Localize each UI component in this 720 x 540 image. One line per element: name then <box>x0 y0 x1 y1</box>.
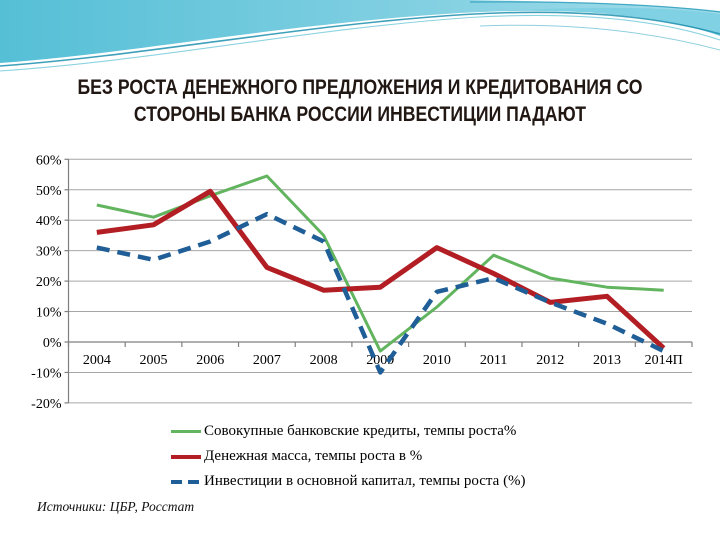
wave-accent-line-4 <box>479 24 720 51</box>
y-tick-label: 20% <box>36 275 62 290</box>
wave-white-sliver <box>470 0 720 11</box>
wave-accent-line-2 <box>0 14 720 72</box>
x-tick-label: 2011 <box>480 353 507 368</box>
slide-title-line2: СТОРОНЫ БАНКА РОССИИ ИНВЕСТИЦИИ ПАДАЮТ <box>133 103 587 126</box>
x-tick-label: 2010 <box>423 353 451 368</box>
x-tick-label: 2006 <box>196 353 224 368</box>
x-tick-label: 2008 <box>310 353 338 368</box>
legend-item-money-supply: Денежная масса, темпы роста в % <box>171 444 526 469</box>
wave-band-right <box>460 7 720 36</box>
legend-label: Совокупные банковские кредиты, темпы рос… <box>204 423 517 439</box>
legend-marker-green-line <box>171 430 201 433</box>
x-tick-label: 2014П <box>645 353 683 368</box>
legend-label: Инвестиции в основной капитал, темпы рос… <box>204 473 526 489</box>
y-tick-label: 0% <box>43 336 62 351</box>
chart-legend: Совокупные банковские кредиты, темпы рос… <box>171 419 526 494</box>
legend-marker-red-line <box>171 454 201 459</box>
x-tick-label: 2013 <box>593 353 621 368</box>
x-tick-label: 2007 <box>253 353 281 368</box>
series-line-1 <box>96 188 666 350</box>
series-line-0 <box>96 174 664 353</box>
y-tick-label: -10% <box>31 366 62 381</box>
legend-label: Денежная масса, темпы роста в % <box>204 448 423 464</box>
source-note: Источники: ЦБР, Росстат <box>37 499 195 514</box>
legend-item-bank-credits: Совокупные банковские кредиты, темпы рос… <box>171 419 526 444</box>
legend-marker-blue-dashed-line <box>171 479 201 484</box>
wave-accent-line-3 <box>469 1 720 13</box>
x-tick-label: 2004 <box>83 353 111 368</box>
y-tick-label: 10% <box>36 306 62 321</box>
y-tick-label: 50% <box>36 184 62 199</box>
slide-title: БЕЗ РОСТА ДЕНЕЖНОГО ПРЕДЛОЖЕНИЯ И КРЕДИТ… <box>10 74 710 128</box>
series-line-2 <box>96 211 665 375</box>
y-tick-label: 30% <box>36 245 62 260</box>
y-tick-label: 60% <box>36 153 62 168</box>
y-tick-label: 40% <box>36 214 62 229</box>
legend-item-investments: Инвестиции в основной капитал, темпы рос… <box>171 469 526 494</box>
y-tick-label: -20% <box>31 397 62 412</box>
x-tick-label: 2005 <box>140 353 168 368</box>
x-tick-label: 2012 <box>536 353 564 368</box>
wave-accent-line <box>0 11 720 67</box>
slide-title-line1: БЕЗ РОСТА ДЕНЕЖНОГО ПРЕДЛОЖЕНИЯ И КРЕДИТ… <box>77 76 643 99</box>
wave-white-foreground <box>0 10 720 92</box>
header-wave-decoration <box>0 0 720 92</box>
